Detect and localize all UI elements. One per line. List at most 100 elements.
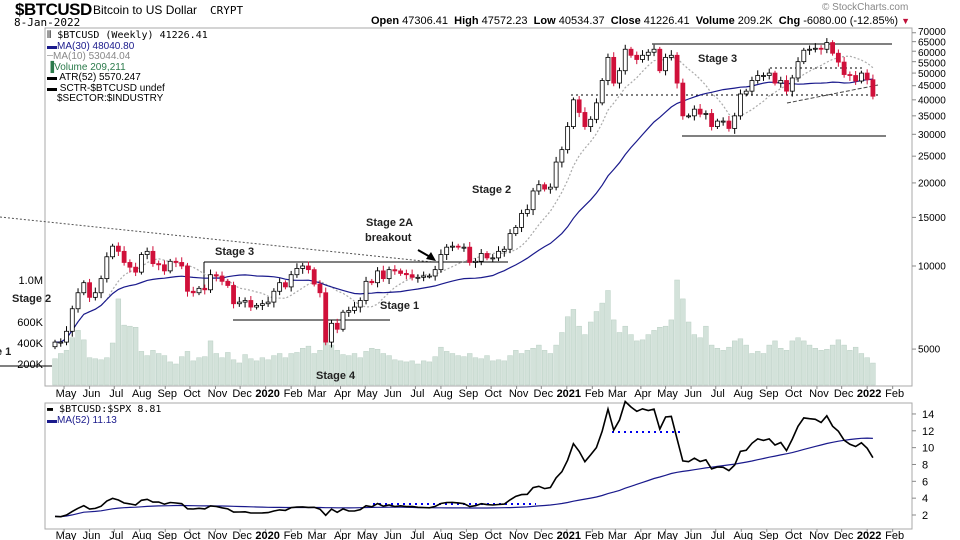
volume-bar <box>536 344 542 386</box>
candle-down <box>864 72 870 81</box>
volume-bar <box>835 339 842 386</box>
volume-bar <box>858 353 865 386</box>
candle-down <box>323 292 329 343</box>
price-legend: ⫴ $BTCUSD (Weekly) 41226.41 ▬MA(30) 4804… <box>47 30 208 105</box>
volume-bar <box>714 348 721 386</box>
volume-bar <box>127 325 133 386</box>
volume-bar <box>63 350 70 386</box>
volume-tick-label: 400K <box>17 338 43 350</box>
candle-up <box>110 245 115 258</box>
x-tick-label: Aug <box>433 388 453 400</box>
candle-down <box>248 300 254 308</box>
volume-bar <box>236 362 242 386</box>
x-tick-label: 2021 <box>557 388 581 400</box>
volume-bar <box>588 321 594 386</box>
candle-up <box>507 233 513 250</box>
x-tick-label: Jul <box>109 388 123 400</box>
candles <box>52 38 876 350</box>
x-tick-label: Sep <box>759 388 779 400</box>
volume-bar <box>662 325 669 386</box>
candle-down <box>847 74 853 76</box>
candle-up <box>622 48 628 72</box>
annotation-stage1-left: e 1 <box>0 346 12 358</box>
candle-down <box>334 322 340 330</box>
volume-bar <box>570 309 577 386</box>
candle-down <box>317 283 323 294</box>
ratio-tick-label: 10 <box>922 443 934 455</box>
candle-down <box>133 266 139 273</box>
candle-up <box>300 265 306 269</box>
volume-bar <box>52 358 58 386</box>
volume-bar <box>755 351 761 386</box>
volume-bar <box>703 325 709 386</box>
candle-down <box>190 290 196 294</box>
legend-volume: ▐Volume 209,211 <box>47 61 126 73</box>
volume-bar <box>593 311 600 386</box>
candle-up <box>104 256 110 280</box>
volume-bar <box>680 298 686 386</box>
volume-bar <box>259 357 266 386</box>
candle-down <box>213 274 219 277</box>
annotation-stage1-2020: Stage 1 <box>380 300 420 312</box>
volume-bar <box>628 334 634 386</box>
candle-down <box>403 273 409 276</box>
candle-up <box>588 118 594 127</box>
volume-bar <box>657 327 663 386</box>
price-tick-label: 60000 <box>918 48 946 59</box>
candle-up <box>473 260 478 263</box>
volume-bar <box>818 350 824 386</box>
candle-down <box>611 56 617 84</box>
volume-bar <box>507 355 513 386</box>
volume-icon: ▐ <box>47 61 55 73</box>
ticker-name: Bitcoin to US Dollar <box>93 3 198 17</box>
volume-bar <box>576 325 582 386</box>
volume-bar <box>161 355 168 386</box>
legend-ma30: ▬MA(30) 48040.80 <box>47 40 135 52</box>
candle-up <box>363 280 369 301</box>
candle-down <box>231 285 236 305</box>
x-tick-label: Dec <box>834 388 854 400</box>
volume-bar <box>438 346 444 386</box>
close-label: Close <box>610 15 641 27</box>
low-value: 40534.37 <box>558 15 605 27</box>
candle-down <box>392 269 398 272</box>
x-tick-label: Nov <box>208 388 228 400</box>
volume-bar <box>674 279 680 386</box>
volume-bar <box>824 349 830 386</box>
volume-bar <box>294 352 300 386</box>
volume-bar <box>789 340 795 386</box>
candle-up <box>651 48 657 53</box>
volume-bar <box>778 348 784 386</box>
volume-bar <box>795 337 801 386</box>
chart-date: 8-Jan-2022 <box>14 16 81 29</box>
price-panel-frame <box>44 27 913 387</box>
volume-bar <box>248 358 254 386</box>
x-tick-label: Jun <box>83 530 101 540</box>
x-tick-label: Apr <box>334 388 351 400</box>
volume-bar <box>864 357 870 386</box>
volume-bar <box>513 350 519 386</box>
volume-bar <box>81 339 87 386</box>
price-tick-label: 50000 <box>918 69 946 80</box>
candle-up <box>242 300 248 303</box>
volume-bar <box>772 340 778 386</box>
candle-up <box>271 290 277 303</box>
volume-bar <box>559 332 565 386</box>
candle-up <box>617 70 622 84</box>
volume-bar <box>524 350 530 386</box>
candle-down <box>225 280 231 286</box>
candle-down <box>634 54 640 60</box>
x-tick-label: May <box>56 388 77 400</box>
candle-up <box>668 54 674 58</box>
price-tick-label: 25000 <box>918 152 946 163</box>
volume-bar <box>271 355 277 386</box>
candle-up <box>553 161 559 188</box>
candle-up <box>98 278 104 294</box>
volume-bar <box>495 359 502 386</box>
candle-up <box>478 253 484 262</box>
legend-sector: $SECTOR:$INDUSTRY <box>57 93 164 104</box>
x-tick-label: Sep <box>459 530 479 540</box>
candle-up <box>778 80 784 84</box>
candle-down <box>484 253 490 259</box>
